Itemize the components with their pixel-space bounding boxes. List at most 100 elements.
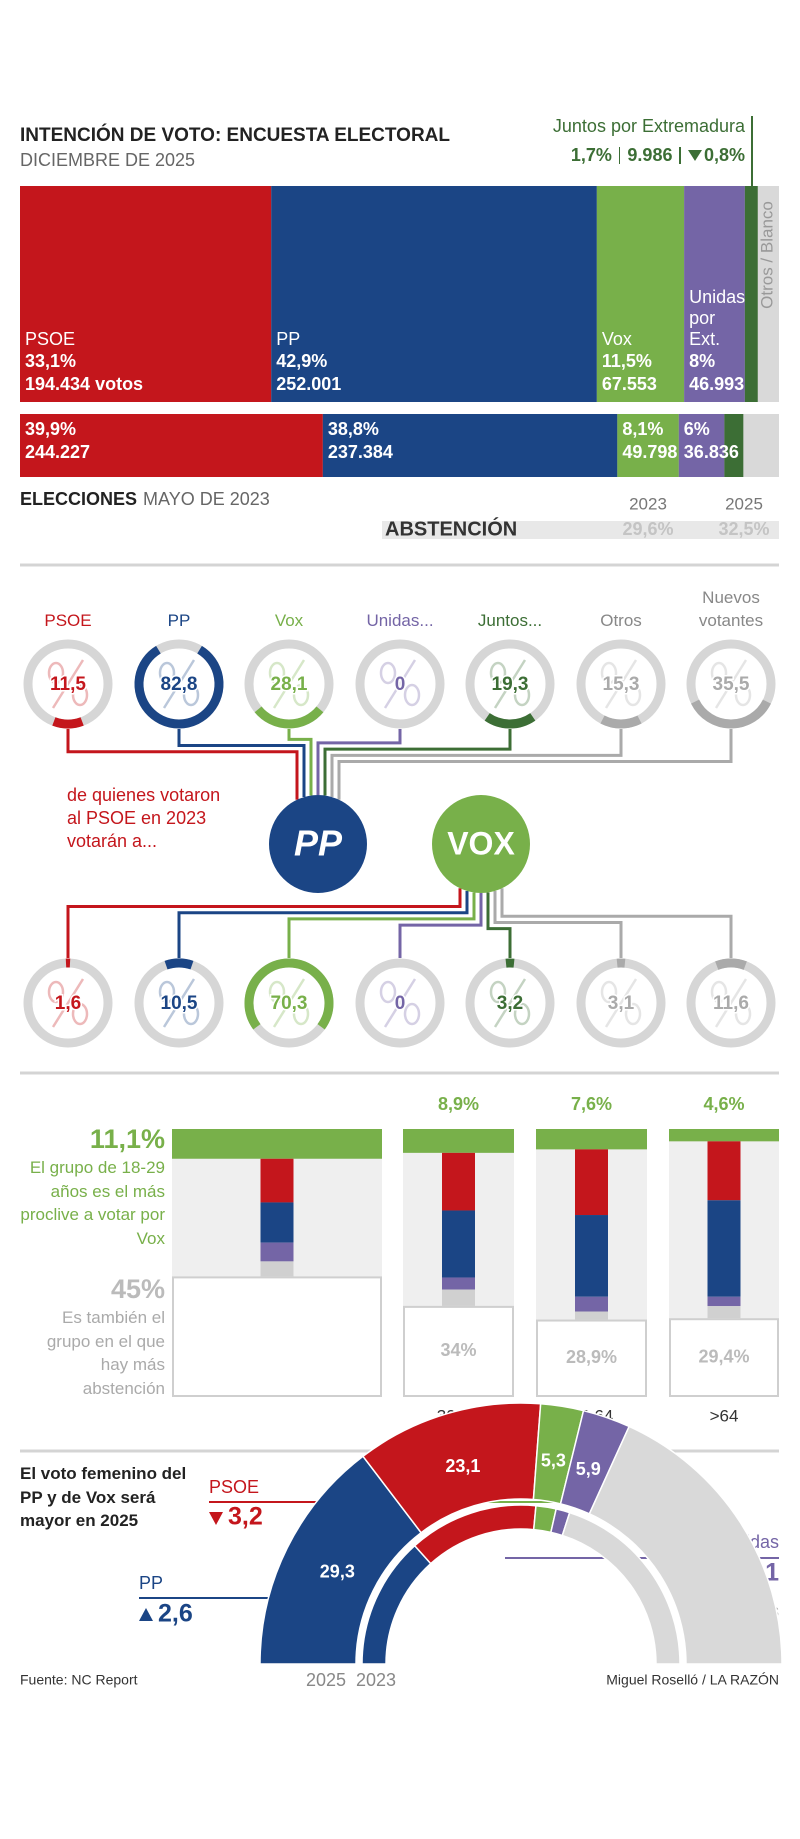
vox-bar (403, 1129, 514, 1153)
category-label: PSOE (44, 611, 92, 630)
watermark (714, 659, 748, 709)
bar-segment (271, 186, 597, 402)
vote-count: 46.993 (689, 374, 745, 394)
bar-labels: 8,1% 49.798 (622, 418, 677, 471)
arc (52, 717, 84, 729)
ring-year: 2023 (356, 1670, 396, 1690)
abstention-band (382, 521, 779, 539)
party-name: PSOE (25, 329, 76, 349)
watermark (51, 978, 85, 1028)
party-bar (707, 1296, 741, 1307)
vox-bar (669, 1129, 779, 1142)
elections-title: ELECCIONES (20, 489, 138, 509)
connector (337, 729, 733, 800)
arc (691, 699, 771, 729)
bar-segment (684, 186, 745, 402)
watermark (624, 1002, 642, 1026)
abstention-box (403, 1305, 514, 1398)
watermark (493, 978, 527, 1028)
party-bar (260, 1158, 294, 1203)
party-bar (260, 1242, 294, 1262)
bar-segment (20, 186, 272, 402)
value-label: 19,3 (492, 674, 529, 695)
party-bar (260, 1261, 294, 1277)
arc (600, 715, 642, 729)
watermark (47, 661, 65, 685)
party-bar (707, 1141, 741, 1201)
value-label: 11,6 (713, 993, 749, 1014)
watermark (710, 980, 728, 1004)
chart-subtitle: DICIEMBRE DE 2025 (20, 150, 195, 170)
value-label: 23,1 (445, 1456, 480, 1476)
juntos-name: Juntos por Extremadura (553, 116, 746, 136)
vox-label: 7,6% (571, 1094, 612, 1114)
logo (432, 795, 530, 893)
value-label: 28,1 (271, 674, 308, 695)
value-label: 15,3 (603, 674, 640, 695)
abstention-label: 28,9% (566, 1347, 617, 1367)
source: Fuente: NC Report (20, 1672, 138, 1688)
party-bar (575, 1296, 608, 1312)
party-bar (260, 1202, 294, 1243)
value-label: 1,7% (570, 145, 612, 165)
value-label: 3,1 (608, 993, 635, 1014)
year-label: 2025 (725, 494, 763, 513)
watermark (600, 661, 618, 685)
value-label: 1,6 (55, 993, 81, 1014)
watermark (489, 980, 507, 1004)
bar-segment (744, 186, 758, 402)
ring-sector (561, 1511, 681, 1665)
value-label: 5,9 (576, 1459, 601, 1479)
bar-labels: Vox 11,5% 67.553 (602, 190, 681, 396)
annotation: El grupo de 18-29 años es el más procliv… (20, 1158, 165, 1248)
ring (355, 958, 445, 1048)
watermark (51, 659, 85, 709)
connector (500, 888, 733, 958)
bar-segment (617, 414, 679, 477)
vox-label: 11,1% (90, 1124, 165, 1154)
value-label: 82,8 (161, 674, 198, 695)
change-arrow (687, 150, 702, 161)
change-label: 0,8% (703, 145, 745, 165)
category-label: PP (167, 611, 191, 630)
bar-labels: Unidas por Ext. 8% 46.993 (689, 190, 745, 396)
watermark (158, 661, 176, 685)
bar-segment (678, 414, 725, 477)
value-label: 8% (689, 351, 716, 371)
bar-labels: 39,9% 244.227 (25, 418, 320, 471)
watermark (383, 659, 417, 709)
value-label: 29,3 (320, 1562, 355, 1582)
arc (244, 958, 334, 1030)
bar-labels: 6% 36.836 (683, 418, 739, 471)
change-arrow (139, 1608, 153, 1621)
value-label: 8,1% (622, 419, 664, 439)
category-label: PP (139, 1573, 163, 1593)
watermark (292, 1002, 310, 1026)
elections-date: MAYO DE 2023 (143, 489, 270, 509)
watermark (71, 683, 89, 707)
watermark (403, 683, 421, 707)
connector (287, 892, 476, 958)
party-bar (575, 1311, 608, 1320)
vox-label: 4,6% (703, 1094, 744, 1114)
abstention-value: 29,6% (622, 519, 673, 539)
change-label: 2,6 (158, 1600, 193, 1628)
vote-count: 36.836 (683, 442, 739, 462)
watermark (493, 659, 527, 709)
connector (330, 729, 623, 798)
party-name: Vox (601, 329, 632, 349)
watermark (268, 980, 286, 1004)
abstention-box (172, 1276, 382, 1398)
age-label: >64 (710, 1406, 739, 1425)
separator (679, 147, 681, 164)
abstention-value: 32,5% (718, 519, 769, 539)
bar-segment (596, 186, 685, 402)
ring-sector (588, 1425, 783, 1665)
connector (486, 892, 512, 958)
watermark (182, 683, 200, 707)
bar-segment (20, 414, 323, 477)
watermark (379, 980, 397, 1004)
party-bar (442, 1277, 475, 1290)
value-label: 0 (395, 674, 406, 695)
bar-segment (322, 414, 618, 477)
